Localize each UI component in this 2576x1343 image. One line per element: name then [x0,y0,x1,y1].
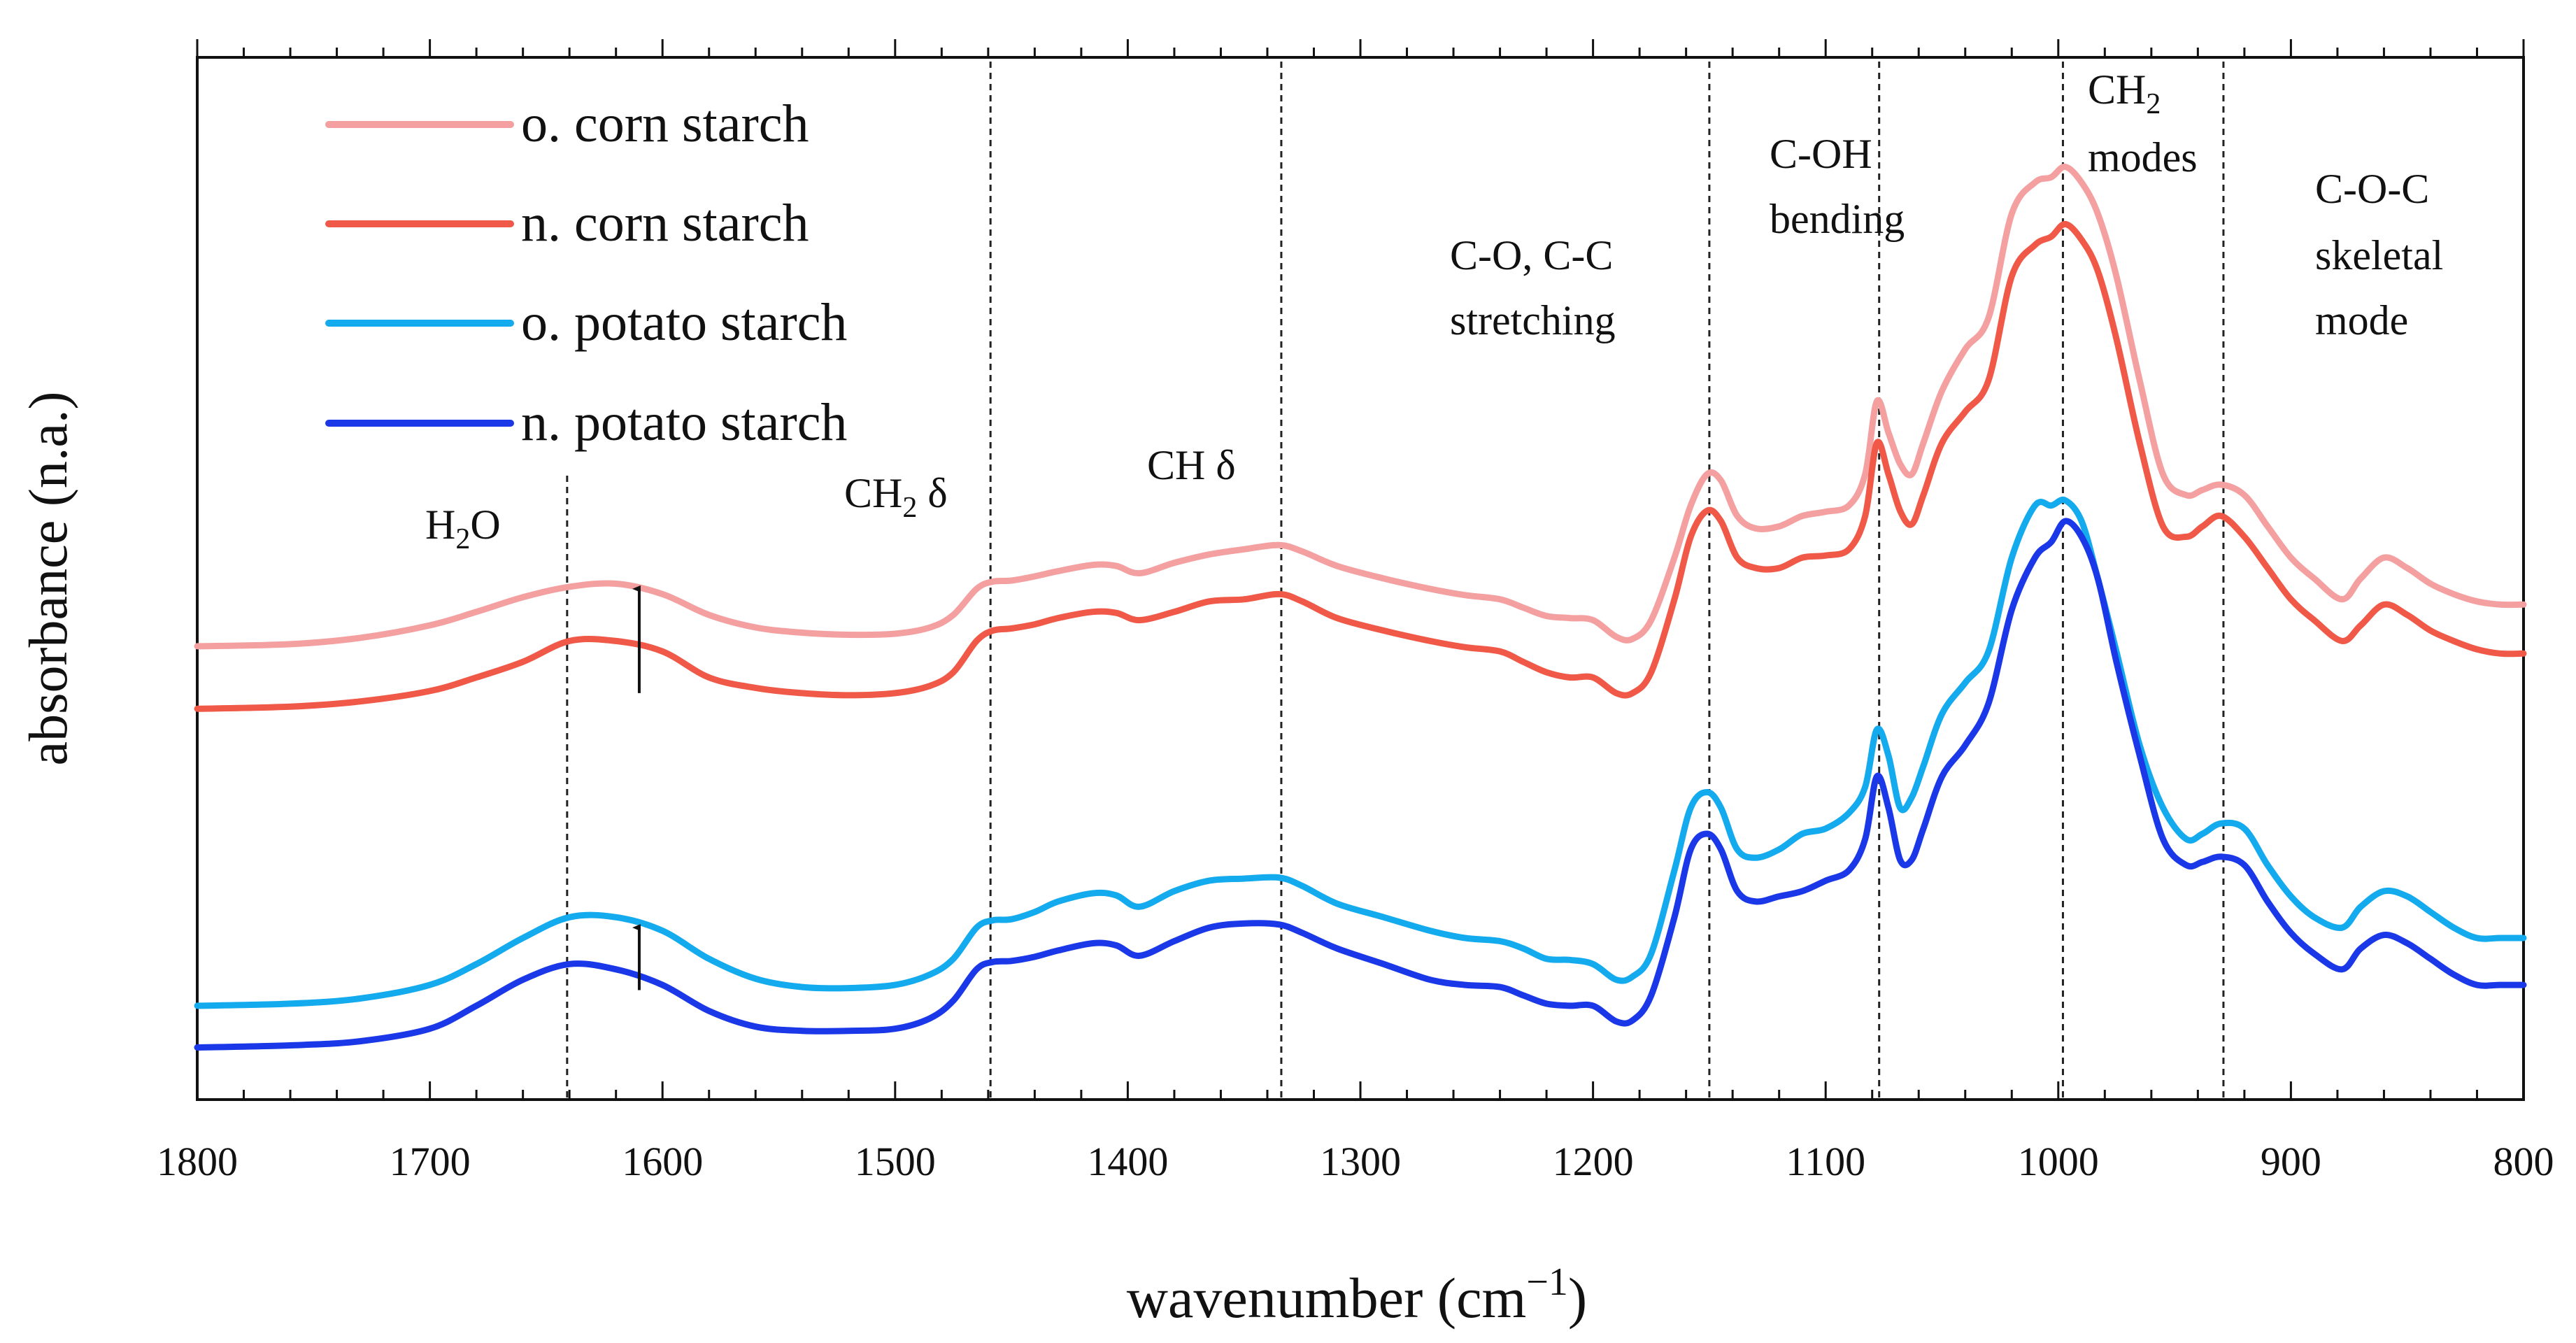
x-tick-label: 1400 [1087,1139,1168,1184]
legend-label: o. potato starch [521,293,847,352]
legend-label: o. corn starch [521,94,809,153]
series-group [194,164,2527,1051]
x-tick-label: 1800 [157,1139,238,1184]
annotation-ch2-modes-line2: modes [2088,134,2198,180]
x-tick-label: 900 [2261,1139,2321,1184]
x-tick-label: 1600 [622,1139,703,1184]
x-tick-label: 1200 [1553,1139,1634,1184]
series-line-n-potato-starch [194,518,2527,1051]
x-tick-label: 1100 [1786,1139,1865,1184]
annotation-ch2-delta: CH2 δ [844,470,948,524]
y-axis-label: absorbance (n.a.) [17,392,78,766]
x-tick-label: 1300 [1320,1139,1401,1184]
legend-item: o. corn starch [325,94,809,153]
x-tick-label: 1000 [2018,1139,2099,1184]
legend-item: o. potato starch [325,293,847,352]
annotation-coh-line2: bending [1770,196,1905,242]
annotation-coc-line3: mode [2315,297,2408,343]
x-tick-label: 1700 [390,1139,471,1184]
legend-label: n. potato starch [521,393,847,452]
x-tick-label: 800 [2493,1139,2554,1184]
legend-item: n. corn starch [325,194,809,253]
annotation-coh-line1: C-OH [1770,131,1872,177]
annotation-coc-line1: C-O-C [2315,166,2429,212]
legend-label: n. corn starch [521,194,809,253]
annotation-co-cc-line1: C-O, C-C [1450,232,1613,278]
legend: o. corn starch n. corn starch o. potato st… [325,94,847,452]
series-line-o-potato-starch [194,496,2527,1009]
legend-item: n. potato starch [325,393,847,452]
series-line-n-corn-starch [194,220,2527,712]
series-line-o-corn-starch [194,164,2527,650]
x-axis-ticks: 1800 1700 1600 1500 1400 1300 1200 1100 1000 900 8… [157,39,2554,1184]
annotation-ch-delta: CH δ [1147,442,1236,488]
annotation-ch2-modes-line1: CH2 [2088,66,2161,120]
annotation-h2o: H2O [425,502,501,555]
x-axis-label: wavenumber (cm−1) [1127,1260,1587,1330]
annotation-co-cc-line2: stretching [1450,297,1616,343]
x-tick-label: 1500 [855,1139,936,1184]
annotation-coc-line2: skeletal [2315,232,2443,278]
